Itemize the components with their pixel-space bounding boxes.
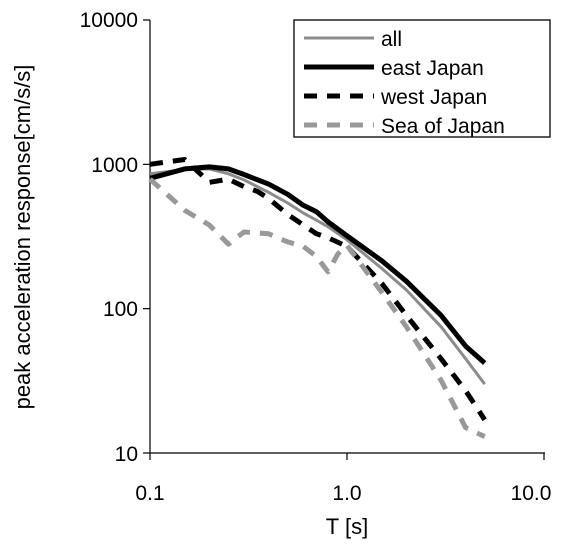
x-axis-label: T [s] bbox=[326, 514, 368, 539]
series-line-west-japan bbox=[150, 160, 485, 420]
y-tick-label-10000: 10000 bbox=[80, 9, 138, 32]
legend-label-east-japan: east Japan bbox=[381, 57, 484, 80]
series-group bbox=[150, 160, 485, 437]
x-tick-label-10.0: 10.0 bbox=[511, 482, 552, 505]
y-tick-label-1000: 1000 bbox=[91, 154, 138, 177]
y-tick-label-100: 100 bbox=[103, 298, 138, 321]
legend-label-all: all bbox=[381, 28, 402, 51]
series-line-east-japan bbox=[150, 167, 485, 363]
x-tick-label-1.0: 1.0 bbox=[332, 482, 361, 505]
legend-label-west-japan: west Japan bbox=[380, 86, 487, 109]
y-tick-label-10: 10 bbox=[115, 443, 138, 466]
legend-label-sea-of-japan: Sea of Japan bbox=[381, 115, 505, 138]
y-axis-label: peak acceleration response[cm/s/s] bbox=[10, 65, 35, 410]
series-line-all bbox=[150, 169, 485, 384]
x-tick-label-0.1: 0.1 bbox=[135, 482, 164, 505]
legend: all east Japan west Japan Sea of Japan bbox=[294, 20, 550, 138]
